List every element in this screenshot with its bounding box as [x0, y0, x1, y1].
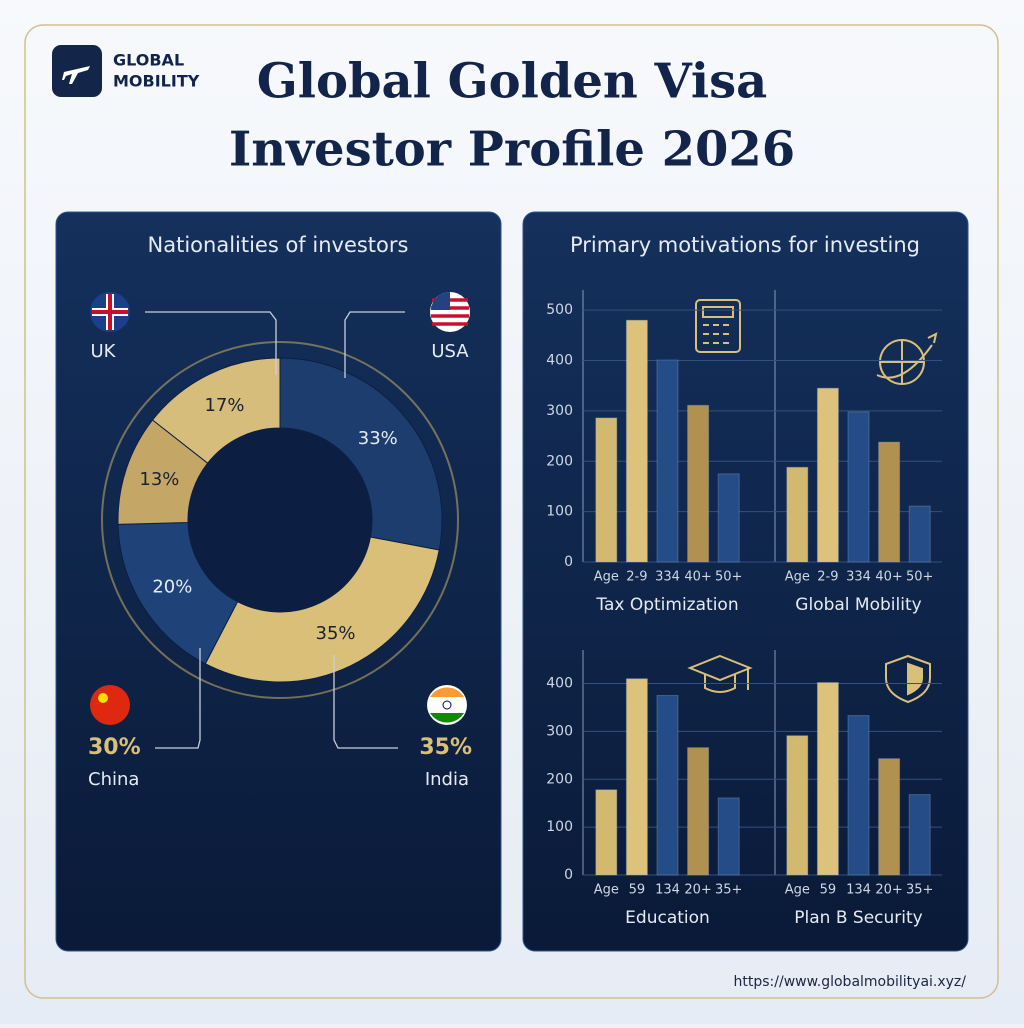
- bar: [786, 735, 809, 876]
- bar: [908, 794, 931, 876]
- footer-url: https://www.globalmobilityai.xyz/: [734, 974, 967, 990]
- x-tick-label: Age: [785, 570, 810, 585]
- segment-label: 33%: [358, 428, 398, 449]
- bar: [595, 417, 618, 563]
- glow-ring: [101, 341, 459, 699]
- x-tick-label: 334: [655, 570, 680, 585]
- segment-label: 35%: [316, 623, 356, 644]
- flag-uk: [90, 292, 130, 332]
- y-tick-label: 200: [546, 453, 573, 469]
- bar: [908, 505, 931, 563]
- chart-title: Education: [625, 908, 710, 928]
- x-tick-label: 40+: [684, 570, 711, 585]
- x-tick-label: 20+: [875, 883, 902, 898]
- callout-share: 30%: [88, 735, 141, 760]
- x-tick-label: 134: [846, 883, 871, 898]
- y-tick-label: 300: [546, 403, 573, 419]
- bar: [625, 319, 648, 563]
- y-tick-label: 0: [564, 554, 573, 570]
- bar: [717, 473, 740, 563]
- callout-lines: [145, 311, 405, 749]
- flag-india: [427, 685, 467, 725]
- callout-label: China: [88, 769, 139, 790]
- x-tick-label: Age: [785, 883, 810, 898]
- x-tick-label: Age: [594, 570, 619, 585]
- frame: [24, 24, 999, 999]
- y-tick-label: 400: [546, 353, 573, 369]
- y-tick-label: 100: [546, 819, 573, 835]
- chart-title: Plan B Security: [794, 908, 922, 928]
- bar: [656, 694, 679, 876]
- bar: [847, 715, 870, 876]
- flag-usa: [430, 292, 470, 332]
- x-tick-label: 59: [820, 883, 837, 898]
- y-tick-label: 100: [546, 504, 573, 520]
- icons: [687, 299, 938, 704]
- bar: [656, 359, 679, 563]
- logo-text: MOBILITY: [113, 72, 200, 91]
- segment-label: 17%: [204, 395, 244, 416]
- bar: [595, 789, 618, 876]
- x-tick-label: 50+: [715, 570, 742, 585]
- bar: [816, 387, 839, 563]
- logo-text: GLOBAL: [113, 51, 184, 70]
- panel-title: Primary motivations for investing: [570, 233, 920, 257]
- x-tick-label: 35+: [906, 883, 933, 898]
- donut-segment: [279, 357, 443, 551]
- x-tick-label: 2-9: [817, 570, 838, 585]
- x-tick-label: 20+: [684, 883, 711, 898]
- y-tick-label: 400: [546, 676, 573, 692]
- bar: [878, 441, 901, 563]
- title: Global Golden Visa: [257, 54, 768, 110]
- panel-title: Nationalities of investors: [148, 233, 409, 257]
- x-tick-label: 334: [846, 570, 871, 585]
- y-tick-label: 0: [564, 867, 573, 883]
- title: Investor Profile 2026: [229, 122, 795, 178]
- x-tick-label: 35+: [715, 883, 742, 898]
- flag-china: [90, 685, 130, 725]
- bar: [687, 404, 710, 563]
- chart-title: Global Mobility: [795, 595, 921, 615]
- bar: [816, 682, 839, 876]
- x-tick-label: Age: [594, 883, 619, 898]
- bar: [878, 758, 901, 876]
- segment-label: 13%: [139, 469, 179, 490]
- bar: [625, 678, 648, 876]
- bar: [786, 466, 809, 563]
- callout-label: USA: [431, 341, 469, 362]
- bar: [717, 797, 740, 876]
- callout-label: India: [425, 769, 469, 790]
- x-tick-label: 50+: [906, 570, 933, 585]
- donut-hole: [188, 428, 372, 612]
- bar: [687, 747, 710, 876]
- logo-plane: [62, 66, 90, 84]
- x-tick-label: 2-9: [626, 570, 647, 585]
- segment-label: 20%: [152, 576, 192, 597]
- x-tick-label: 59: [629, 883, 646, 898]
- bar: [847, 411, 870, 563]
- callout-share: 35%: [419, 735, 472, 760]
- callout-label: UK: [91, 341, 117, 362]
- x-tick-label: 134: [655, 883, 680, 898]
- y-tick-label: 200: [546, 771, 573, 787]
- y-tick-label: 500: [546, 302, 573, 318]
- chart-title: Tax Optimization: [595, 595, 738, 615]
- y-tick-label: 300: [546, 723, 573, 739]
- x-tick-label: 40+: [875, 570, 902, 585]
